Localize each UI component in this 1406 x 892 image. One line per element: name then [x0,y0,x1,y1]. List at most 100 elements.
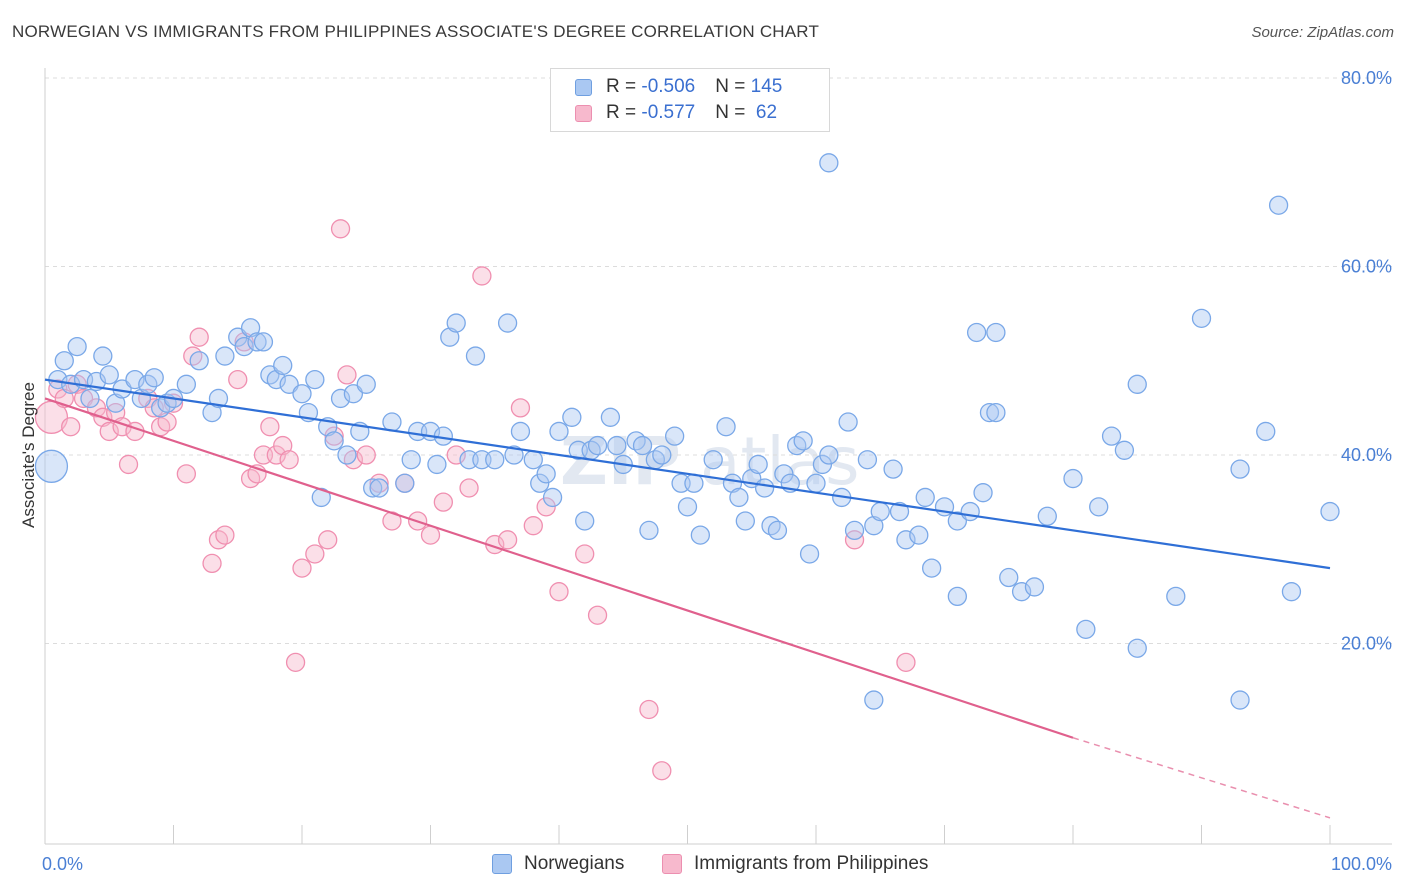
legend-swatch-norwegians [575,78,592,96]
data-point [947,511,967,531]
data-point [34,449,69,483]
data-point [363,478,383,498]
data-point [93,346,113,366]
data-point [176,464,197,484]
data-point [1089,497,1109,517]
legend-row-norwegians: R = -0.506 N = 145 [575,75,782,99]
data-point [536,497,556,517]
data-point [54,351,74,371]
data-point [639,699,659,720]
data-point [838,412,858,432]
data-point [324,431,344,451]
data-point [909,525,929,545]
data-point [382,412,402,432]
legend-r-value: -0.577 [641,102,696,123]
data-point [979,402,1000,423]
data-point [960,501,980,522]
data-point [215,525,235,545]
data-point [337,365,357,385]
data-point [735,511,755,531]
trend-line-extension [1072,737,1331,819]
data-point [273,355,293,376]
data-point [279,450,299,470]
data-point [748,454,768,475]
data-point [189,351,209,371]
data-point [549,421,569,442]
data-point [652,761,672,781]
data-point [889,501,910,522]
data-point [1166,586,1186,607]
data-point [1076,619,1096,640]
data-point [433,492,454,512]
series-norwegians [34,153,1340,710]
data-point [440,327,460,347]
data-point [915,487,935,508]
data-point [285,652,306,672]
y-tick-label: 60.0% [1341,257,1392,277]
data-point [395,473,415,493]
data-point [118,454,139,475]
legend: R = -0.506 N = 145 R = -0.577 N = 62 [550,68,830,132]
data-point [677,497,698,517]
data-point [793,431,813,451]
trend-layer [44,378,1331,819]
data-point [215,346,235,366]
data-point [716,417,736,437]
bottom-legend-label-norwegians: Norwegians [524,853,625,874]
data-point [401,450,421,470]
data-point [86,398,107,418]
data-point [922,558,942,578]
y-tick-label: 80.0% [1341,68,1392,88]
legend-n-label: N = [715,76,751,97]
data-point [73,388,94,409]
data-point [864,690,884,710]
data-point [844,520,865,541]
data-point [202,553,222,574]
data-point [61,417,81,437]
data-point [510,421,531,442]
data-point [1191,308,1212,328]
data-point [587,605,608,625]
data-point [189,327,209,347]
data-point [510,398,531,418]
data-point [324,426,344,446]
data-point [176,374,197,394]
legend-swatch-philippines [575,104,592,122]
data-point [1281,582,1302,602]
data-point [587,435,608,456]
data-point [305,369,325,390]
data-point [253,332,274,352]
data-point [536,464,556,484]
data-point [774,464,794,484]
data-point [343,384,364,404]
data-point [973,483,993,503]
legend-n-label: N = [715,102,751,123]
bottom-legend-norwegians: Norwegians [492,852,624,876]
data-point [228,327,248,347]
data-point [607,435,627,456]
data-point [106,393,126,413]
tick-labels: 20.0% 40.0% 60.0% 80.0% 0.0% 100.0% [42,68,1392,874]
data-point [999,567,1019,588]
data-point [318,530,338,550]
series-layer [34,153,1340,781]
legend-n-value: 62 [750,102,778,123]
data-point [1127,638,1147,658]
data-point [80,388,100,409]
data-point [600,407,621,427]
data-point [819,445,839,465]
x-tick-label: 0.0% [42,854,83,874]
watermark-zip: ZIP [560,423,681,500]
data-point [1230,690,1250,710]
data-point [497,530,518,550]
data-point [690,525,710,545]
data-point [427,454,447,475]
series-philippines [34,219,916,781]
y-axis-label: Associate's Degree [19,382,38,528]
data-point [575,544,595,564]
data-point [369,478,389,498]
data-point [754,478,775,498]
trend-line-philippines [44,397,1074,739]
data-point [870,501,890,522]
data-point [157,412,177,432]
